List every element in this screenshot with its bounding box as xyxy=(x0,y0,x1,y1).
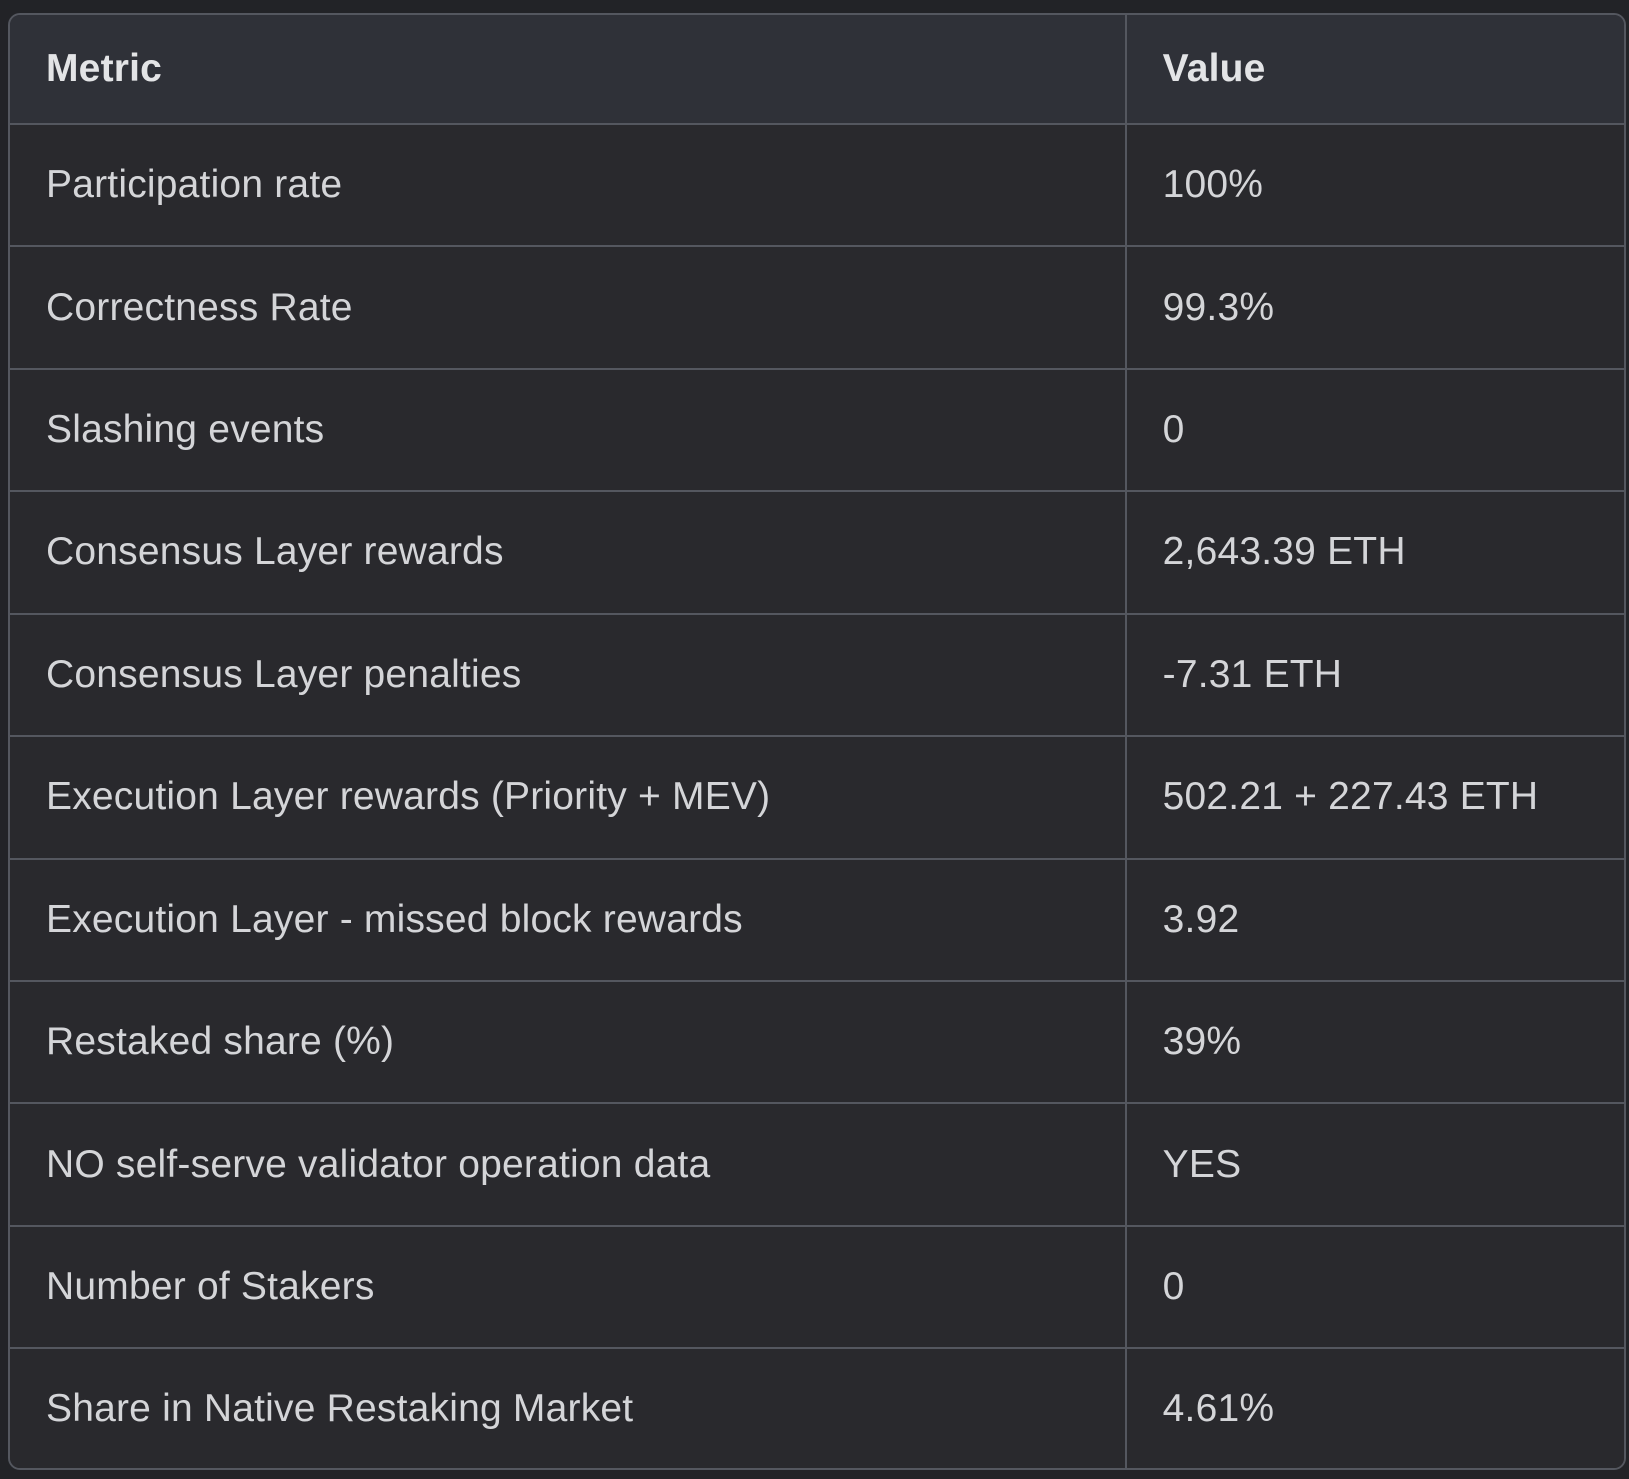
table-row: Restaked share (%) 39% xyxy=(10,980,1624,1105)
value-cell: 502.21 + 227.43 ETH xyxy=(1125,736,1624,860)
metric-cell: Execution Layer - missed block rewards xyxy=(10,858,1127,982)
table-row: Participation rate 100% xyxy=(10,124,1624,248)
table-row: Execution Layer rewards (Priority + MEV)… xyxy=(10,736,1624,860)
table-body: Participation rate 100% Correctness Rate 99… xyxy=(10,124,1624,1468)
table-row: Slashing events 0 xyxy=(10,368,1624,493)
table-row: Execution Layer - missed block rewards 3.… xyxy=(10,858,1624,982)
value-cell: 3.92 xyxy=(1125,858,1624,982)
value-cell: 39% xyxy=(1125,980,1624,1105)
metric-cell: Share in Native Restaking Market xyxy=(10,1348,1127,1468)
table-row: Number of Stakers 0 xyxy=(10,1225,1624,1350)
metric-cell: Execution Layer rewards (Priority + MEV) xyxy=(10,736,1127,860)
table-row: Correctness Rate 99.3% xyxy=(10,246,1624,370)
column-header-metric: Metric xyxy=(10,15,1127,125)
metric-cell: Restaked share (%) xyxy=(10,980,1127,1105)
header-row: Metric Value xyxy=(10,15,1624,125)
table-header: Metric Value xyxy=(10,15,1624,125)
metric-cell: Number of Stakers xyxy=(10,1225,1127,1350)
value-cell: -7.31 ETH xyxy=(1125,613,1624,738)
metrics-table: Metric Value Participation rate 100% Corre… xyxy=(10,15,1624,1468)
value-cell: 0 xyxy=(1125,1225,1624,1350)
value-cell: 0 xyxy=(1125,368,1624,493)
metric-cell: Correctness Rate xyxy=(10,246,1127,370)
value-cell: 100% xyxy=(1125,124,1624,248)
table-row: Share in Native Restaking Market 4.61% xyxy=(10,1348,1624,1468)
metric-cell: Consensus Layer penalties xyxy=(10,613,1127,738)
column-header-value: Value xyxy=(1125,15,1624,125)
metrics-table-container: Metric Value Participation rate 100% Corre… xyxy=(8,13,1626,1470)
value-cell: YES xyxy=(1125,1103,1624,1227)
value-cell: 2,643.39 ETH xyxy=(1125,491,1624,615)
metric-cell: NO self-serve validator operation data xyxy=(10,1103,1127,1227)
metric-cell: Consensus Layer rewards xyxy=(10,491,1127,615)
table-row: NO self-serve validator operation data YE… xyxy=(10,1103,1624,1227)
value-cell: 99.3% xyxy=(1125,246,1624,370)
metric-cell: Participation rate xyxy=(10,124,1127,248)
table-row: Consensus Layer rewards 2,643.39 ETH xyxy=(10,491,1624,615)
metric-cell: Slashing events xyxy=(10,368,1127,493)
table-row: Consensus Layer penalties -7.31 ETH xyxy=(10,613,1624,738)
value-cell: 4.61% xyxy=(1125,1348,1624,1468)
